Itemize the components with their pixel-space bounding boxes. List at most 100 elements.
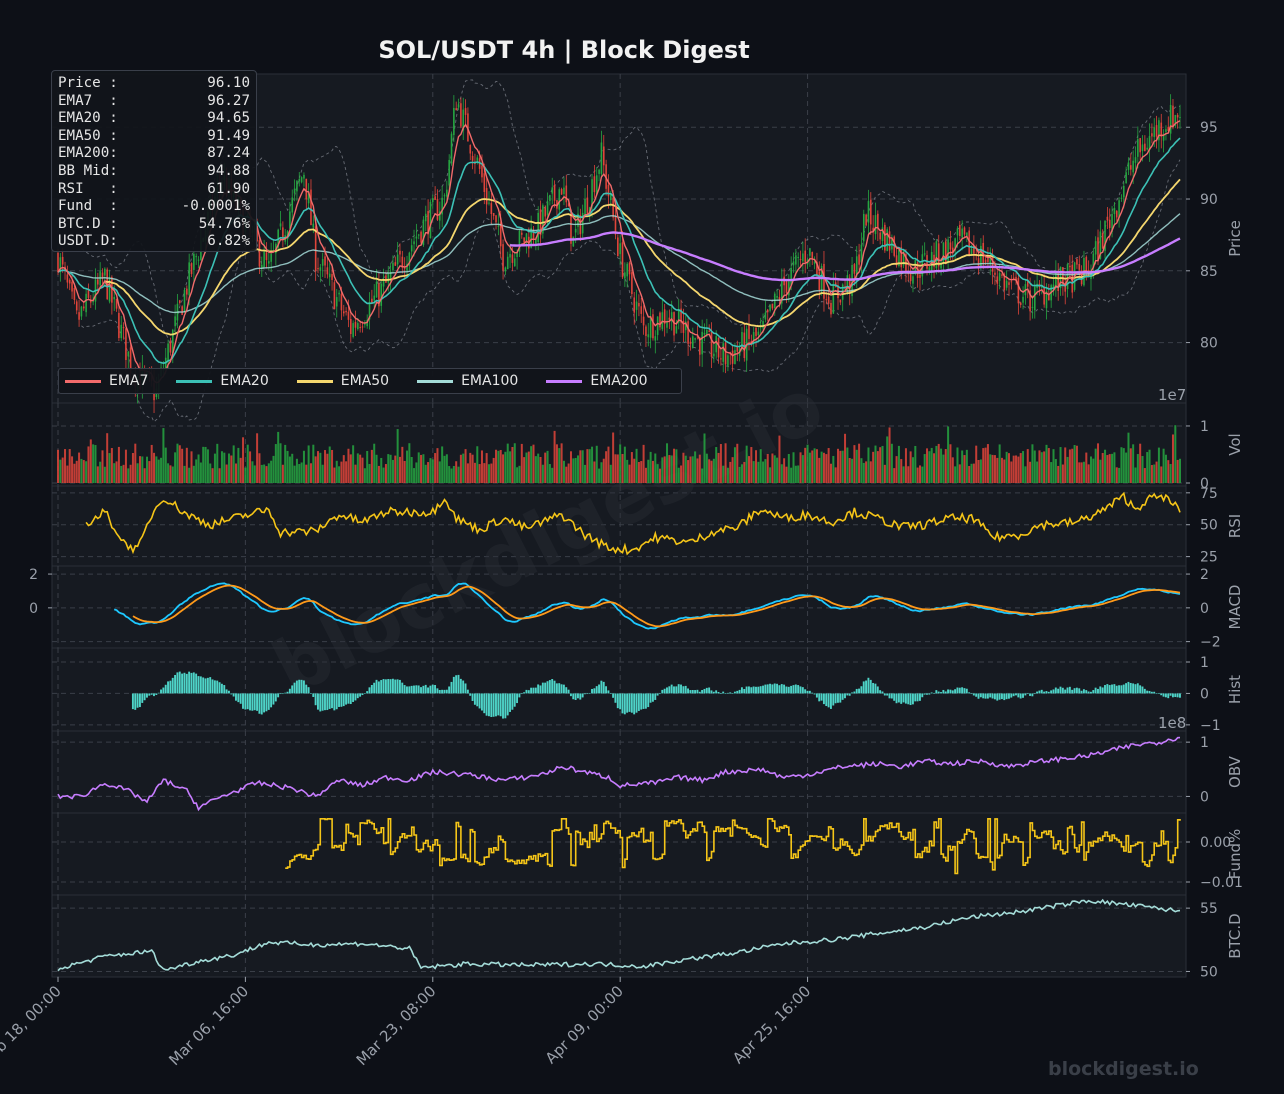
- candle-body: [399, 250, 401, 255]
- volume-bar: [429, 458, 432, 483]
- candle-body: [776, 295, 778, 298]
- x-tick-label: Mar 23, 08:00: [353, 982, 440, 1069]
- volume-bar: [605, 451, 608, 483]
- hist-bar: [897, 693, 900, 703]
- candle-body: [101, 272, 104, 279]
- hist-bar: [1174, 693, 1177, 697]
- volume-bar: [368, 464, 371, 483]
- candle-body: [485, 188, 488, 205]
- volume-bar: [951, 457, 954, 483]
- volume-bar: [75, 460, 78, 483]
- volume-bar: [328, 446, 331, 483]
- candle-body: [1003, 274, 1006, 291]
- hist-bar: [1005, 693, 1008, 700]
- y-tick-label: 25: [1200, 550, 1218, 566]
- hist-bar: [420, 687, 422, 694]
- hist-bar: [860, 686, 863, 694]
- hist-bar: [736, 690, 739, 694]
- candle-body: [785, 281, 788, 293]
- candle-body: [666, 321, 668, 328]
- volume-bar: [106, 433, 109, 483]
- volume-bar: [406, 450, 409, 483]
- hist-bar: [581, 693, 584, 698]
- volume-bar: [602, 458, 605, 483]
- volume-bar: [146, 456, 149, 483]
- candle-body: [956, 228, 959, 236]
- volume-bar: [138, 456, 141, 483]
- hist-bar: [417, 685, 420, 694]
- candle-body: [1097, 237, 1099, 261]
- volume-bar: [609, 464, 612, 483]
- volume-bar: [443, 455, 446, 483]
- hist-bar: [911, 693, 914, 705]
- candle-body: [193, 253, 195, 270]
- hist-bar: [874, 683, 877, 694]
- candle-body: [778, 297, 781, 301]
- volume-bar: [459, 454, 462, 483]
- hist-bar: [185, 673, 188, 694]
- volume-bar: [989, 454, 992, 483]
- hist-bar: [157, 692, 160, 694]
- hist-bar: [684, 685, 687, 694]
- candle-body: [1106, 216, 1109, 221]
- volume-bar: [858, 443, 861, 483]
- hist-bar: [223, 685, 226, 694]
- candle-body: [1153, 127, 1156, 138]
- candle-body: [380, 283, 383, 306]
- volume-bar: [136, 463, 139, 483]
- candle-body: [431, 198, 434, 203]
- ema-legend: EMA7 EMA20 EMA50 EMA100 EMA200: [58, 368, 682, 394]
- candle-body: [715, 336, 718, 353]
- volume-bar: [614, 454, 617, 483]
- volume-bar: [363, 468, 366, 483]
- hist-bar: [410, 685, 413, 694]
- y-tick-label: 0.00: [1200, 835, 1231, 851]
- candle-body: [682, 320, 685, 333]
- macd-signal-line: [132, 584, 1181, 628]
- volume-bar: [373, 443, 376, 483]
- candle-body: [565, 185, 568, 203]
- candle-body: [963, 227, 966, 235]
- candle-body: [991, 257, 994, 272]
- candle-body: [195, 256, 198, 258]
- hist-bar: [914, 693, 917, 702]
- candle-body: [1134, 157, 1137, 163]
- hist-bar: [459, 678, 462, 694]
- volume-bar: [928, 451, 931, 483]
- candle-body: [1137, 139, 1139, 157]
- volume-bar: [844, 433, 847, 483]
- volume-bar: [837, 448, 840, 483]
- candle-body: [645, 326, 647, 337]
- volume-bar: [99, 461, 102, 483]
- hist-bar: [918, 693, 921, 701]
- volume-bar: [183, 465, 186, 483]
- volume-bar: [661, 457, 664, 483]
- candle-body: [1165, 129, 1167, 132]
- candle-body: [940, 262, 942, 269]
- volume-bar: [815, 449, 818, 483]
- volume-bar: [497, 450, 500, 483]
- candle-body: [1066, 264, 1069, 290]
- candle-body: [179, 300, 181, 303]
- hist-bar: [717, 691, 720, 694]
- hist-bar: [406, 686, 408, 694]
- volume-bar: [85, 461, 88, 483]
- hist-bar: [288, 688, 291, 694]
- hist-bar: [600, 680, 603, 694]
- candle-body: [375, 281, 378, 298]
- hist-bar: [1008, 693, 1010, 699]
- volume-bar: [855, 449, 858, 483]
- panel-ylabel: BTC.D: [1226, 913, 1244, 958]
- volume-bar: [232, 445, 235, 483]
- hist-bar: [593, 688, 596, 694]
- hist-bar: [553, 680, 556, 694]
- volume-bar: [544, 452, 547, 483]
- hist-bar: [942, 689, 945, 694]
- volume-bar: [1010, 461, 1013, 483]
- hist-bar: [832, 693, 835, 706]
- hist-bar: [1019, 693, 1022, 699]
- volume-bar: [907, 466, 910, 483]
- hist-bar: [940, 692, 942, 694]
- volume-bar: [1050, 462, 1053, 483]
- hist-bar: [813, 693, 816, 695]
